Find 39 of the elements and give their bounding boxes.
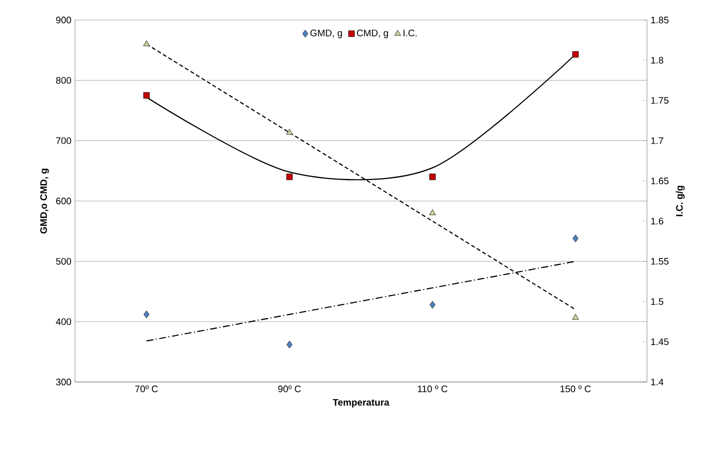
x-tick-label: 90º C bbox=[278, 386, 301, 392]
point bbox=[429, 174, 436, 180]
y2-axis-title: I.C. g/g bbox=[676, 186, 685, 216]
point bbox=[143, 92, 150, 99]
legend-label: GMD, g bbox=[310, 30, 342, 38]
y-tick-label: 800 bbox=[56, 76, 72, 84]
y-tick-label: 500 bbox=[56, 258, 72, 265]
y2-tick-label: 1.75 bbox=[651, 97, 669, 104]
point bbox=[144, 310, 150, 318]
y-tick-label: 300 bbox=[56, 378, 72, 386]
y2-tick-label: 1.55 bbox=[651, 258, 669, 265]
y2-tick-label: 1.7 bbox=[651, 137, 664, 144]
point bbox=[572, 314, 579, 320]
y-tick-label: 700 bbox=[56, 137, 72, 144]
point bbox=[143, 40, 150, 46]
x-tick-label: 110 º C bbox=[418, 386, 448, 392]
legend-label: CMD, g bbox=[356, 30, 388, 38]
x-axis-title: Temperatura bbox=[332, 399, 390, 408]
y2-tick-label: 1.85 bbox=[651, 16, 669, 24]
point bbox=[572, 51, 579, 58]
x-tick-label: 70º C bbox=[135, 386, 158, 392]
x-tick-label: 150 º C bbox=[560, 386, 591, 392]
point bbox=[286, 174, 293, 180]
y2-tick-label: 1.8 bbox=[651, 56, 664, 64]
y2-tick-label: 1.5 bbox=[651, 298, 664, 305]
point bbox=[572, 234, 578, 242]
point bbox=[286, 340, 292, 348]
y2-tick-label: 1.6 bbox=[651, 218, 664, 224]
y-tick-label: 900 bbox=[56, 16, 72, 24]
y2-tick-label: 1.45 bbox=[651, 338, 669, 346]
y2-tick-label: 1.4 bbox=[651, 378, 664, 386]
legend-label: I.C. bbox=[404, 30, 417, 36]
point bbox=[429, 209, 436, 216]
y-tick-label: 600 bbox=[56, 198, 72, 204]
y-axis-title: GMD,o CMD, g bbox=[40, 168, 49, 234]
y2-tick-label: 1.65 bbox=[651, 178, 669, 184]
point bbox=[430, 300, 436, 309]
y-tick-label: 400 bbox=[56, 318, 72, 326]
point bbox=[286, 128, 293, 135]
